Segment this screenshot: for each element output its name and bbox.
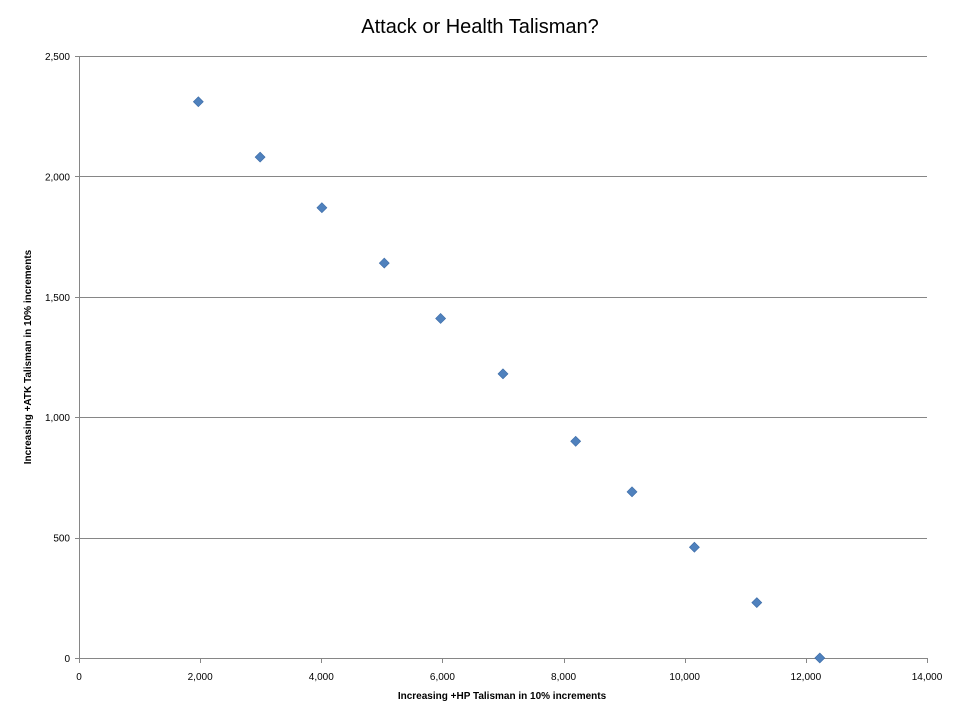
x-axis-label: Increasing +HP Talisman in 10% increment…: [398, 691, 607, 702]
data-point-marker: [254, 151, 266, 163]
y-tick-label: 2,500: [45, 52, 70, 63]
x-axis-ticks: 0 2,000 4,000 6,000 8,000 10,000 12,000 14,000: [76, 658, 943, 683]
data-point-marker: [435, 313, 447, 324]
data-point-marker: [814, 652, 826, 664]
x-tick-label: 12,000: [791, 672, 822, 683]
x-tick-label: 0: [76, 672, 82, 683]
data-point-marker: [688, 541, 700, 553]
y-tick-label: 500: [53, 534, 70, 545]
data-point-marker: [751, 597, 763, 609]
y-tick-label: 1,500: [45, 293, 70, 304]
x-tick-label: 10,000: [669, 672, 700, 683]
x-tick-label: 4,000: [309, 672, 334, 683]
data-point-marker: [378, 257, 390, 269]
axes: [79, 56, 927, 659]
x-tick-label: 14,000: [912, 672, 943, 683]
data-point-marker: [570, 435, 582, 447]
y-tick-label: 1,000: [45, 413, 70, 424]
y-axis-ticks: 0 500 1,000 1,500 2,000 2,500: [45, 52, 79, 665]
x-tick-label: 8,000: [551, 672, 576, 683]
data-point-marker: [192, 96, 204, 108]
chart-title: Attack or Health Talisman?: [361, 16, 599, 38]
y-tick-label: 2,000: [45, 172, 70, 183]
data-point-marker: [626, 486, 638, 498]
x-tick-label: 2,000: [188, 672, 213, 683]
gridlines: [79, 56, 927, 539]
data-point-marker: [497, 368, 509, 380]
y-axis-label: Increasing +ATK Talisman in 10% incremen…: [23, 249, 34, 464]
y-tick-label: 0: [64, 654, 70, 665]
data-point-marker: [316, 202, 328, 214]
data-points: [192, 96, 826, 664]
x-tick-label: 6,000: [430, 672, 455, 683]
